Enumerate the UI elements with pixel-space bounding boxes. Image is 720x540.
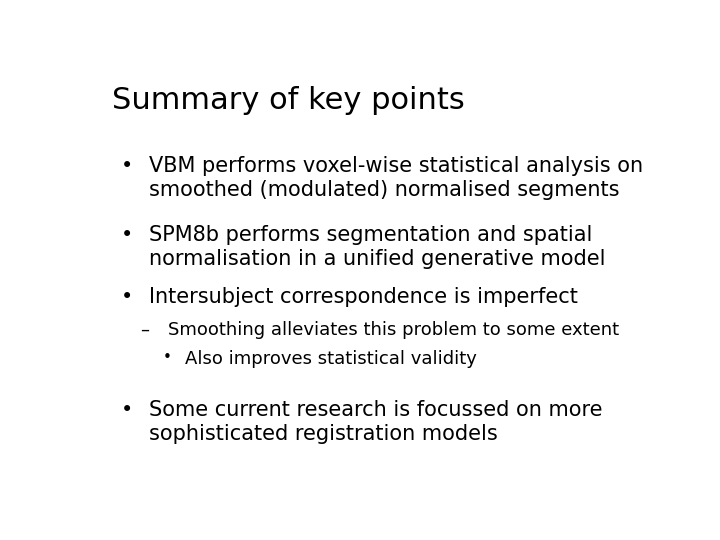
Text: Also improves statistical validity: Also improves statistical validity	[185, 349, 477, 368]
Text: Intersubject correspondence is imperfect: Intersubject correspondence is imperfect	[148, 287, 577, 307]
Text: •: •	[121, 225, 133, 245]
Text: Smoothing alleviates this problem to some extent: Smoothing alleviates this problem to som…	[168, 321, 619, 339]
Text: –: –	[140, 321, 149, 339]
Text: Summary of key points: Summary of key points	[112, 85, 465, 114]
Text: •: •	[163, 349, 171, 364]
Text: Some current research is focussed on more
sophisticated registration models: Some current research is focussed on mor…	[148, 400, 602, 443]
Text: SPM8b performs segmentation and spatial
normalisation in a unified generative mo: SPM8b performs segmentation and spatial …	[148, 225, 605, 269]
Text: •: •	[121, 400, 133, 420]
Text: •: •	[121, 156, 133, 176]
Text: •: •	[121, 287, 133, 307]
Text: VBM performs voxel-wise statistical analysis on
smoothed (modulated) normalised : VBM performs voxel-wise statistical anal…	[148, 156, 643, 200]
